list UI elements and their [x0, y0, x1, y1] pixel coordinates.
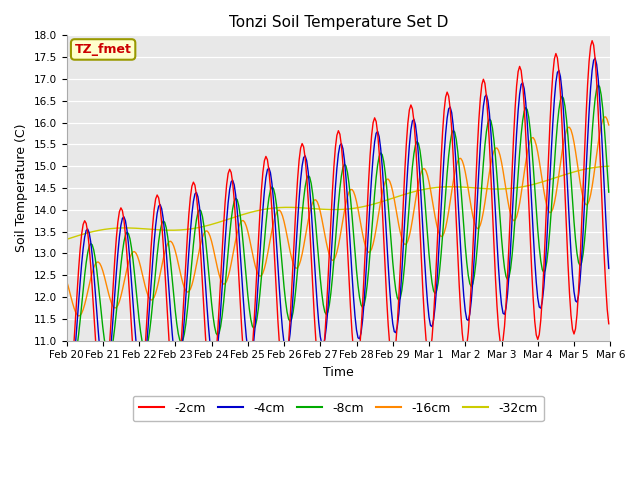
-16cm	[131, 249, 138, 254]
-2cm	[252, 297, 259, 302]
-8cm	[244, 292, 252, 298]
-4cm	[253, 300, 260, 306]
-4cm	[63, 378, 70, 384]
-4cm	[226, 187, 234, 192]
-2cm	[129, 348, 137, 354]
-32cm	[300, 205, 307, 211]
-4cm	[131, 320, 138, 325]
-16cm	[75, 313, 83, 319]
-16cm	[63, 278, 70, 284]
Line: -4cm: -4cm	[67, 58, 609, 388]
-32cm	[252, 208, 259, 214]
-16cm	[226, 268, 234, 274]
Title: Tonzi Soil Temperature Set D: Tonzi Soil Temperature Set D	[228, 15, 448, 30]
-8cm	[226, 232, 234, 238]
-32cm	[243, 211, 250, 216]
-4cm	[576, 278, 584, 284]
X-axis label: Time: Time	[323, 366, 354, 379]
-4cm	[605, 265, 612, 271]
-8cm	[595, 82, 602, 88]
-32cm	[129, 225, 137, 231]
-2cm	[575, 288, 582, 294]
-16cm	[602, 114, 609, 120]
-4cm	[244, 347, 252, 352]
Legend: -2cm, -4cm, -8cm, -16cm, -32cm: -2cm, -4cm, -8cm, -16cm, -32cm	[133, 396, 544, 421]
-16cm	[301, 235, 309, 240]
-8cm	[68, 360, 76, 366]
-4cm	[66, 385, 74, 391]
-8cm	[605, 189, 612, 195]
-2cm	[224, 170, 232, 176]
-4cm	[591, 55, 599, 61]
-16cm	[605, 122, 612, 128]
Line: -2cm: -2cm	[67, 41, 609, 410]
-32cm	[63, 237, 70, 242]
-2cm	[300, 144, 307, 150]
-8cm	[301, 184, 309, 190]
-2cm	[243, 377, 250, 383]
-32cm	[575, 168, 582, 174]
-8cm	[131, 271, 138, 276]
-8cm	[576, 263, 584, 268]
-4cm	[301, 153, 309, 159]
-8cm	[63, 332, 70, 338]
-32cm	[605, 163, 612, 169]
Y-axis label: Soil Temperature (C): Soil Temperature (C)	[15, 124, 28, 252]
Line: -16cm: -16cm	[67, 117, 609, 316]
-2cm	[588, 38, 596, 44]
-8cm	[253, 317, 260, 323]
-16cm	[244, 228, 252, 234]
Text: TZ_fmet: TZ_fmet	[75, 43, 132, 56]
-2cm	[63, 408, 70, 413]
Line: -32cm: -32cm	[67, 166, 609, 240]
-16cm	[253, 268, 260, 274]
-32cm	[224, 216, 232, 222]
-16cm	[576, 179, 584, 185]
-2cm	[605, 321, 612, 326]
Line: -8cm: -8cm	[67, 85, 609, 363]
